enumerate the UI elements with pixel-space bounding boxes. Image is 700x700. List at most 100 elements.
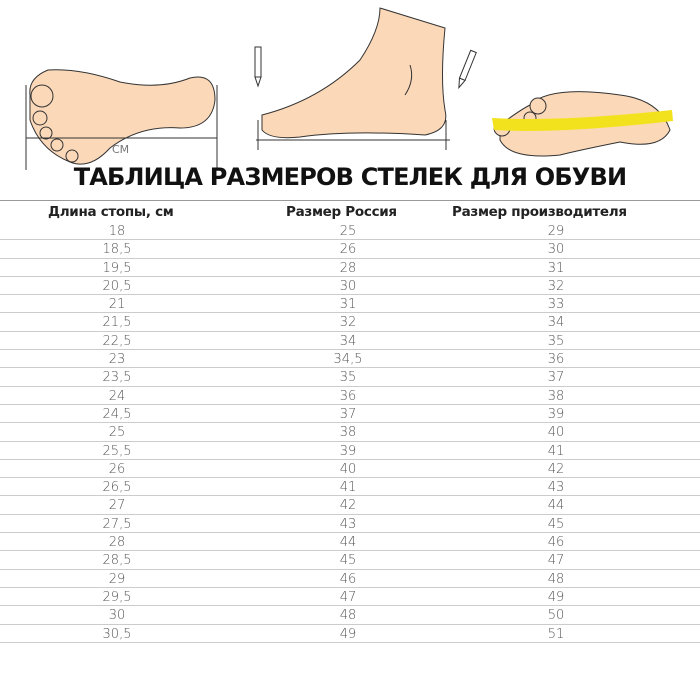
table-cell: 43	[547, 480, 565, 496]
table-cell: 27	[108, 498, 126, 514]
table-cell: 23	[108, 352, 126, 368]
table-cell: 44	[339, 535, 357, 551]
table-cell: 26	[339, 242, 357, 258]
foot-tape-icon	[492, 91, 673, 157]
table-cell: 18	[108, 224, 126, 239]
table-row: 28,5 45 47	[0, 551, 700, 570]
table-cell: 35	[547, 333, 565, 349]
table-cell: 46	[547, 535, 565, 551]
table-row: 29,5 47 49	[0, 588, 700, 607]
table-cell: 51	[547, 626, 565, 642]
table-row: 27,5 43 45	[0, 515, 700, 534]
table-cell: 20,5	[102, 278, 132, 294]
table-cell: 31	[547, 260, 565, 276]
table-row: 24,5 37 39	[0, 405, 700, 424]
table-cell: 30	[547, 242, 565, 258]
header-manufacturer-size: Размер производителя	[452, 204, 627, 220]
table-cell: 22,5	[102, 333, 132, 349]
table-row: 24 36 38	[0, 387, 700, 405]
table-cell: 28	[108, 535, 126, 551]
table-cell: 41	[547, 443, 565, 459]
table-row: 18 25 29	[0, 222, 700, 241]
table-row: 25,5 39 41	[0, 442, 700, 460]
header-foot-length: Длина стопы, см	[48, 204, 174, 220]
table-cell: 42	[339, 498, 357, 514]
table-row: 22,5 34 35	[0, 332, 700, 351]
table-cell: 24,5	[102, 406, 132, 422]
table-cell: 25	[108, 425, 126, 441]
table-row: 30,5 49 51	[0, 625, 700, 643]
table-cell: 39	[547, 406, 565, 422]
table-cell: 47	[547, 553, 565, 569]
table-cell: 28,5	[102, 553, 132, 569]
foot-side-icon	[254, 7, 477, 150]
table-row: 20,5 30 32	[0, 277, 700, 296]
header-russia-size: Размер Россия	[286, 204, 397, 220]
table-cell: 26,5	[102, 480, 132, 496]
foot-measurement-illustration	[25, 7, 673, 170]
table-cell: 36	[339, 388, 357, 404]
table-cell: 46	[339, 571, 357, 587]
table-cell: 45	[547, 516, 565, 532]
table-cell: 49	[339, 626, 357, 642]
table-cell: 37	[339, 406, 357, 422]
table-cell: 19,5	[102, 260, 132, 276]
table-cell: 47	[339, 589, 357, 605]
table-row: 26,5 41 43	[0, 478, 700, 497]
table-cell: 18,5	[102, 242, 132, 258]
table-cell: 48	[339, 608, 357, 624]
table-cell: 28	[339, 260, 357, 276]
table-cell: 41	[339, 480, 357, 496]
table-cell: 25,5	[102, 443, 132, 459]
table-row: 27 42 44	[0, 496, 700, 515]
table-cell: 33	[547, 297, 565, 313]
table-cell: 45	[339, 553, 357, 569]
page-title: ТАБЛИЦА РАЗМЕРОВ СТЕЛЕК ДЛЯ ОБУВИ	[73, 163, 627, 191]
table-cell: 21,5	[102, 315, 132, 331]
table-cell: 37	[547, 370, 565, 386]
table-cell: 44	[547, 498, 565, 514]
table-cell: 31	[339, 297, 357, 313]
table-cell: 35	[339, 370, 357, 386]
table-cell: 30	[108, 608, 126, 624]
table-cell: 21	[108, 297, 126, 313]
table-row: 23 34,5 36	[0, 350, 700, 369]
measure-unit-label: СМ	[112, 143, 130, 156]
table-row: 19,5 28 31	[0, 259, 700, 277]
table-row: 30 48 50	[0, 606, 700, 625]
table-cell: 40	[547, 425, 565, 441]
table-cell: 43	[339, 516, 357, 532]
table-cell: 39	[339, 443, 357, 459]
foot-sole-icon	[25, 69, 218, 170]
table-row: 21 31 33	[0, 295, 700, 314]
table-row: 25 38 40	[0, 423, 700, 442]
table-cell: 32	[547, 278, 565, 294]
table-row: 23,5 35 37	[0, 368, 700, 387]
table-row: 29 46 48	[0, 570, 700, 588]
table-row: 21,5 32 34	[0, 313, 700, 332]
table-cell: 30,5	[102, 626, 132, 642]
table-cell: 24	[108, 388, 126, 404]
table-cell: 34,5	[333, 352, 363, 368]
table-cell: 29	[108, 571, 126, 587]
size-table: 18 25 29 18,5 26 30 19,5 28 31 20,5 30 32 21 31 33 21,5…	[0, 222, 700, 643]
table-cell: 27,5	[102, 516, 132, 532]
table-cell: 38	[547, 388, 565, 404]
table-cell: 48	[547, 571, 565, 587]
header-divider	[0, 200, 700, 201]
table-cell: 32	[339, 315, 357, 331]
table-row: 18,5 26 30	[0, 240, 700, 259]
table-cell: 29,5	[102, 589, 132, 605]
table-cell: 34	[339, 333, 357, 349]
table-cell: 26	[108, 461, 126, 477]
table-cell: 49	[547, 589, 565, 605]
table-row: 26 40 42	[0, 460, 700, 479]
table-cell: 42	[547, 461, 565, 477]
table-cell: 29	[547, 224, 565, 239]
table-cell: 38	[339, 425, 357, 441]
table-cell: 30	[339, 278, 357, 294]
table-cell: 23,5	[102, 370, 132, 386]
table-cell: 40	[339, 461, 357, 477]
table-cell: 36	[547, 352, 565, 368]
table-cell: 25	[339, 224, 357, 239]
